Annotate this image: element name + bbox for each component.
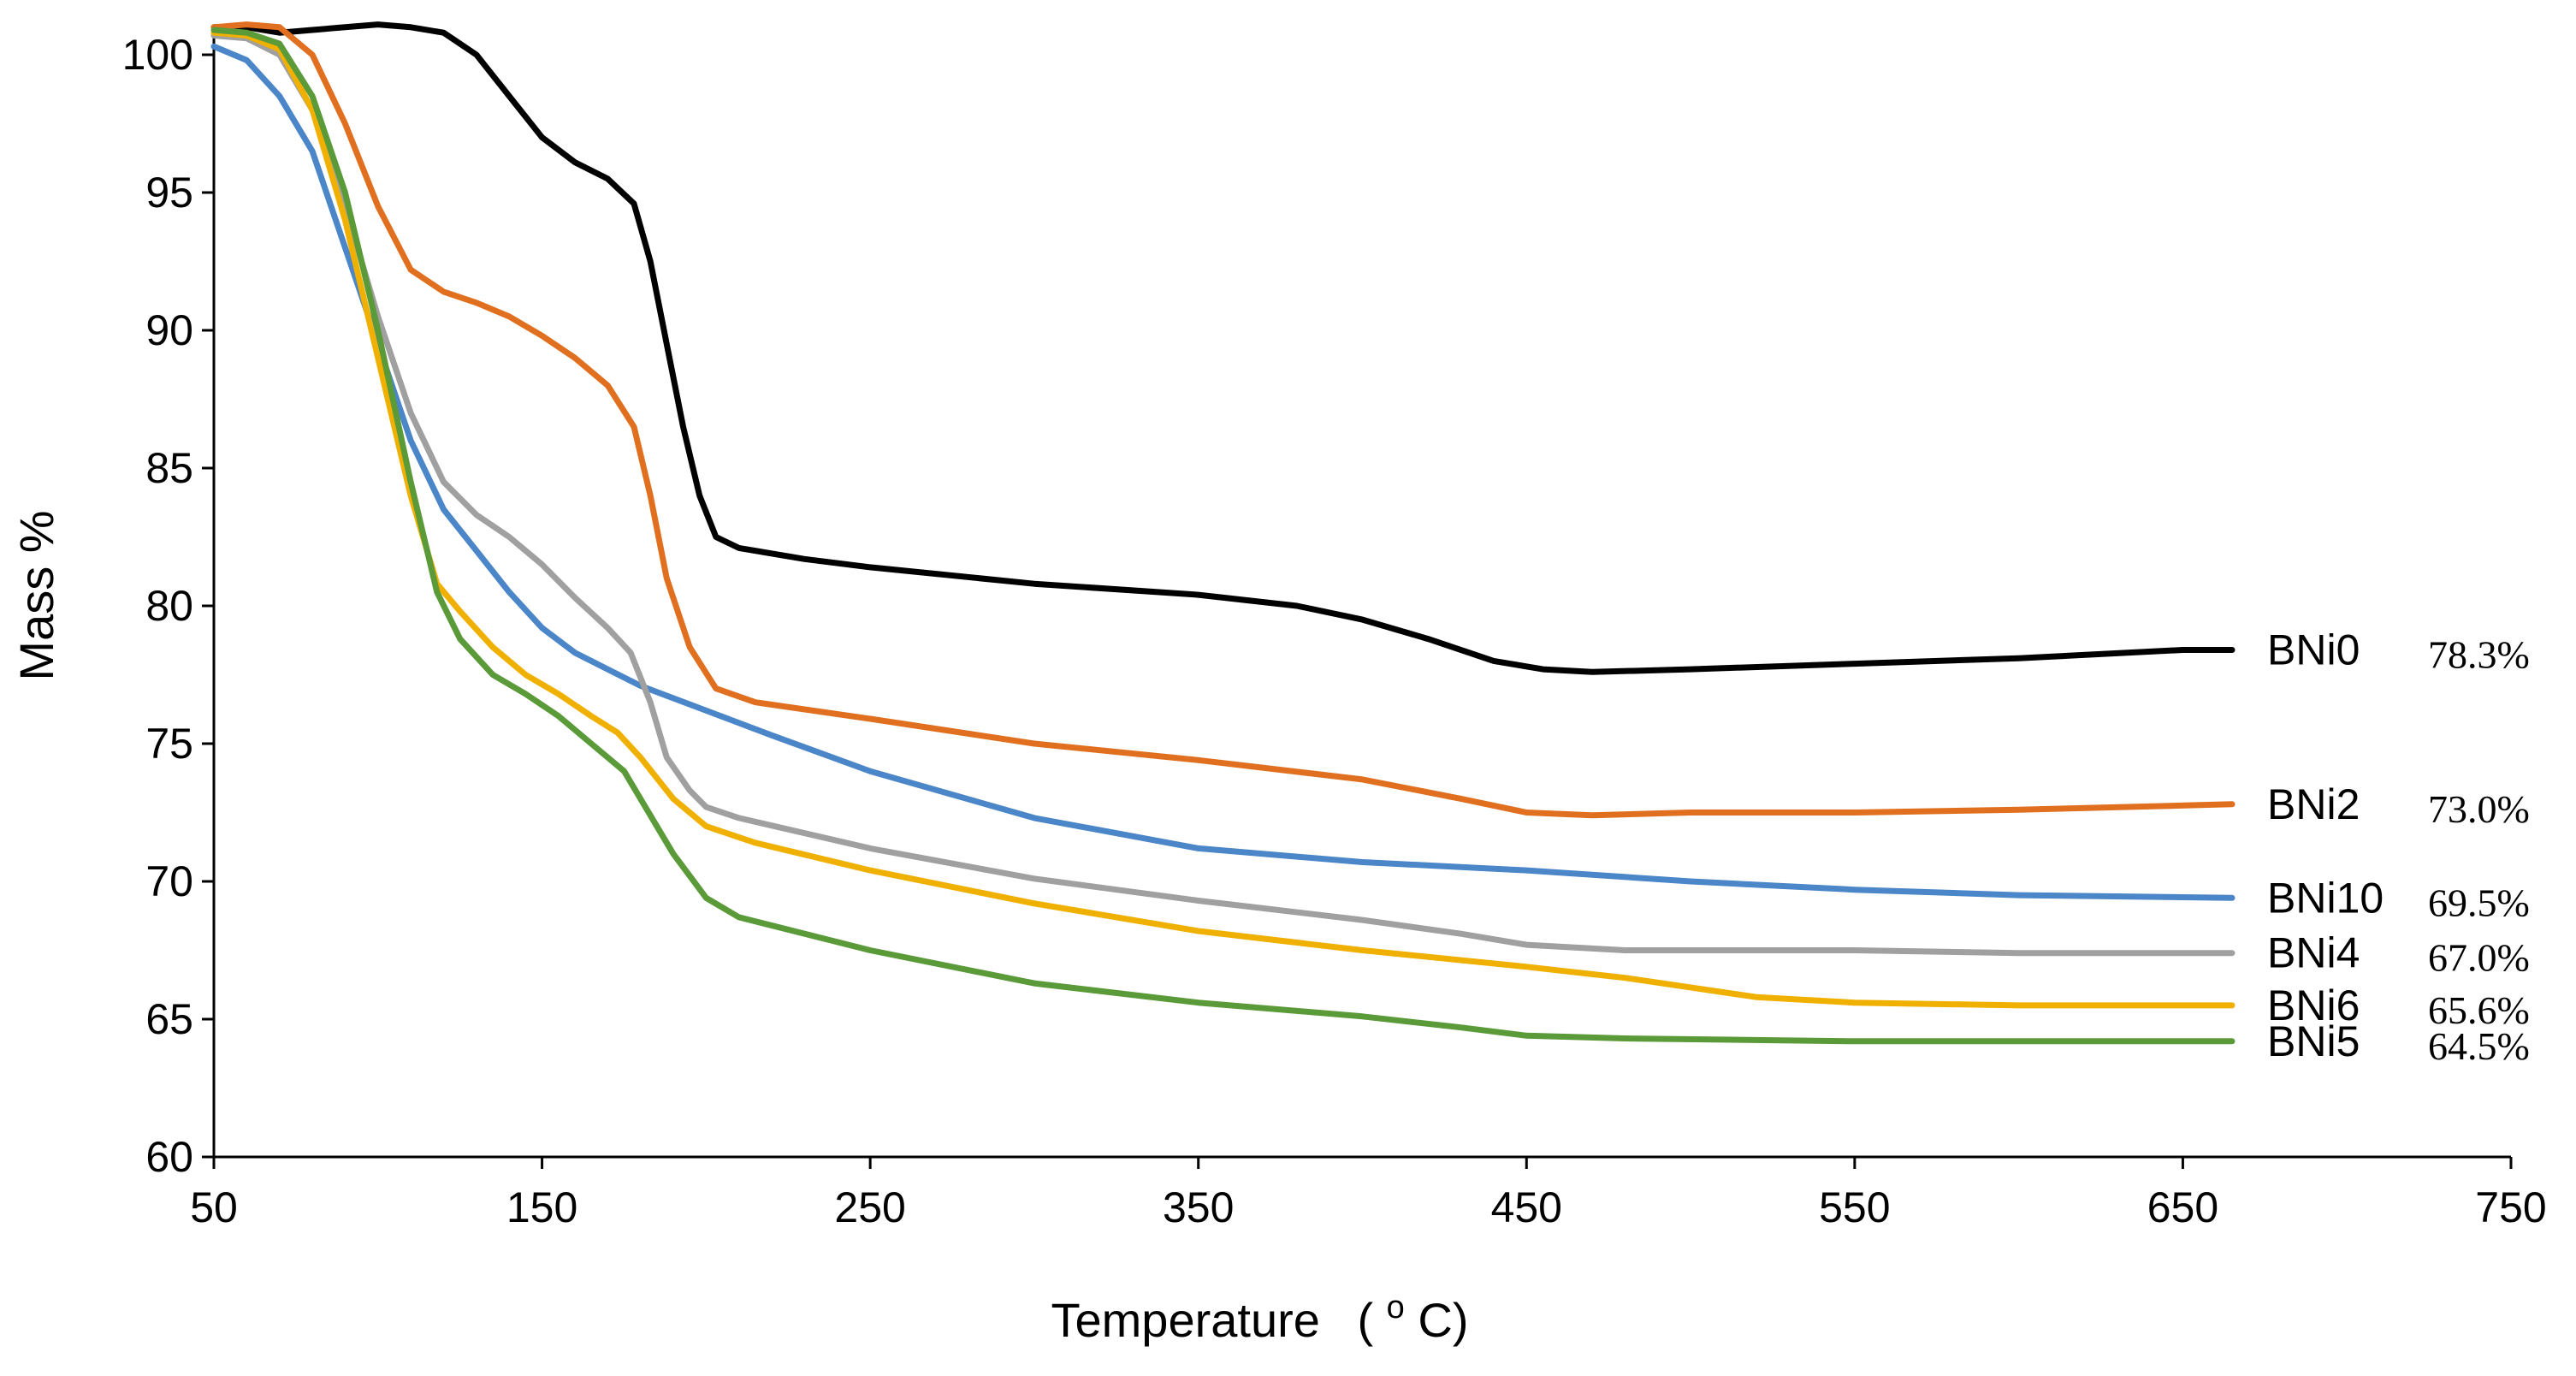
x-tick-label: 250	[834, 1183, 905, 1231]
series-label-bni6: BNi6	[2267, 982, 2360, 1029]
residue-label-bni6: 65.6%	[2428, 988, 2530, 1032]
x-tick-label: 550	[1819, 1183, 1890, 1231]
series-label-bni2: BNi2	[2267, 780, 2360, 828]
axes	[212, 34, 2511, 1159]
series-line-bni4	[210, 33, 2235, 957]
y-tick-label: 85	[145, 444, 193, 492]
y-tick-label: 90	[145, 306, 193, 354]
series-labels: BNi0 78.3% BNi2 73.0% BNi10 69.5% BNi4 67.0% BNi…	[2267, 626, 2530, 1068]
series-line-bni2	[210, 21, 2235, 819]
x-tick-label: 50	[190, 1183, 238, 1231]
x-tick-label: 150	[506, 1183, 577, 1231]
y-tick-label: 65	[145, 995, 193, 1043]
y-tick-label: 70	[145, 857, 193, 905]
residue-label-bni4: 67.0%	[2428, 936, 2530, 980]
series-line-bni5	[210, 27, 2235, 1045]
x-tick-label: 450	[1491, 1183, 1562, 1231]
x-axis-unit-open: (	[1357, 1293, 1373, 1347]
residue-label-bni2: 73.0%	[2428, 787, 2530, 831]
ticks: 50 150 250 350 450 550 650 750 60 65 70 75 80 85 90 95 1…	[122, 31, 2547, 1231]
x-axis-unit-superscript: o	[1387, 1290, 1405, 1326]
residue-label-bni10: 69.5%	[2428, 881, 2530, 924]
x-tick-label: 350	[1163, 1183, 1234, 1231]
series-label-bni5: BNi5	[2267, 1017, 2360, 1065]
series-line-bni10	[210, 43, 2235, 901]
x-tick-label: 750	[2475, 1183, 2546, 1231]
series-line-bni6	[210, 29, 2235, 1009]
series-label-bni0: BNi0	[2267, 626, 2360, 674]
x-axis-title-text: Temperature	[1051, 1293, 1320, 1347]
series-line-bni0	[210, 21, 2235, 675]
series-lines	[210, 21, 2235, 1045]
y-tick-label: 75	[145, 720, 193, 768]
y-tick-label: 80	[145, 582, 193, 630]
residue-label-bni0: 78.3%	[2428, 633, 2530, 677]
series-label-bni10: BNi10	[2267, 874, 2384, 922]
residue-label-bni5: 64.5%	[2428, 1024, 2530, 1068]
y-tick-label: 100	[122, 31, 193, 79]
x-axis-title: Temperature ( o C)	[1051, 1274, 1469, 1347]
x-tick-label: 650	[2147, 1183, 2218, 1231]
y-tick-label: 60	[145, 1133, 193, 1181]
x-axis-unit-close: C)	[1418, 1293, 1468, 1347]
y-tick-label: 95	[145, 169, 193, 216]
series-label-bni4: BNi4	[2267, 929, 2360, 977]
y-axis-title: Mass %	[9, 510, 63, 680]
